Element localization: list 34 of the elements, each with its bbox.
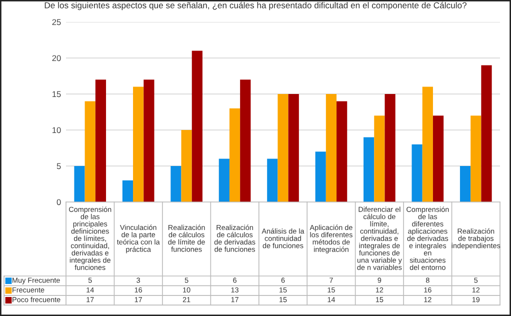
y-tick-label: 0 (56, 199, 61, 206)
y-tick-label: 20 (52, 55, 61, 62)
bar (432, 116, 444, 202)
bar (122, 180, 134, 202)
bar (192, 50, 202, 202)
bar (364, 137, 374, 202)
y-tick-label: 25 (52, 19, 61, 26)
bar (240, 80, 251, 202)
y-tick-label: 5 (56, 163, 61, 170)
bar (470, 116, 482, 202)
bar (218, 158, 230, 202)
bar (181, 130, 192, 202)
bar (95, 80, 106, 202)
bar (170, 166, 182, 202)
bar (326, 94, 337, 202)
y-tick-label: 10 (52, 127, 61, 134)
bar (144, 80, 154, 202)
bar (74, 166, 85, 202)
bar (374, 116, 385, 202)
bar (481, 65, 492, 202)
bar (278, 94, 288, 202)
bar (288, 94, 299, 202)
bar (460, 166, 471, 202)
bar (315, 152, 326, 202)
bar (412, 144, 422, 202)
bar (133, 86, 144, 202)
bar (84, 101, 96, 202)
bar (229, 108, 240, 202)
bar (267, 158, 278, 202)
chart-title: De los siguientes aspectos que se señalan, ¿en cuáles ha presentado dificultad en el componente de Cálculo? (44, 2, 467, 10)
y-tick-label: 15 (52, 91, 61, 98)
bar (336, 101, 348, 202)
bar (384, 94, 396, 202)
bar (422, 86, 433, 202)
